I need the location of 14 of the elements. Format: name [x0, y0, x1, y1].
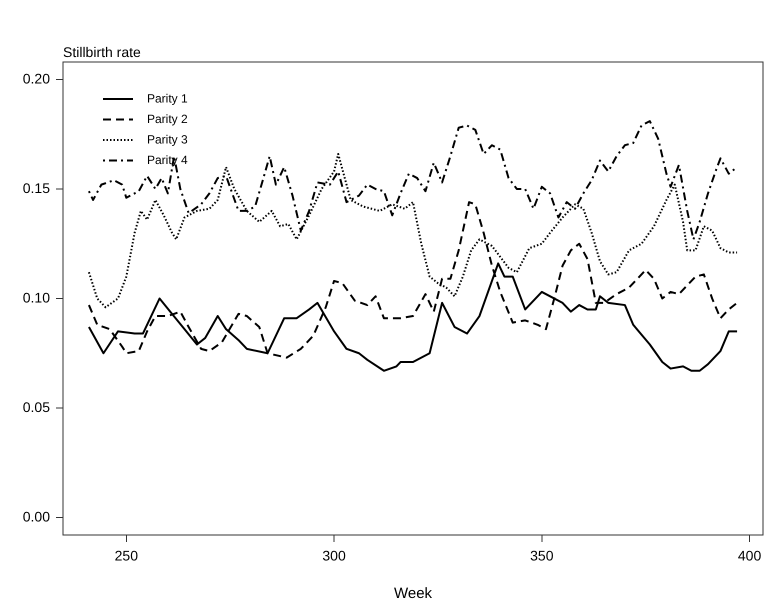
x-axis-title: Week — [394, 585, 433, 602]
y-axis-title: Stillbirth rate — [63, 44, 142, 60]
y-tick-label: 0.20 — [22, 70, 50, 86]
y-tick-label: 0.10 — [22, 289, 50, 306]
y-tick-label: 0.05 — [22, 398, 50, 415]
x-tick-label: 300 — [322, 547, 346, 564]
x-tick-label: 250 — [114, 547, 138, 564]
y-tick-label: 0.15 — [22, 180, 50, 196]
x-tick-label: 400 — [738, 547, 762, 564]
legend-label: Parity 3 — [147, 132, 188, 146]
legend-label: Parity 2 — [147, 112, 188, 126]
y-tick-label: 0.00 — [22, 508, 50, 524]
x-tick-label: 350 — [530, 547, 554, 564]
legend-label: Parity 1 — [147, 91, 188, 106]
